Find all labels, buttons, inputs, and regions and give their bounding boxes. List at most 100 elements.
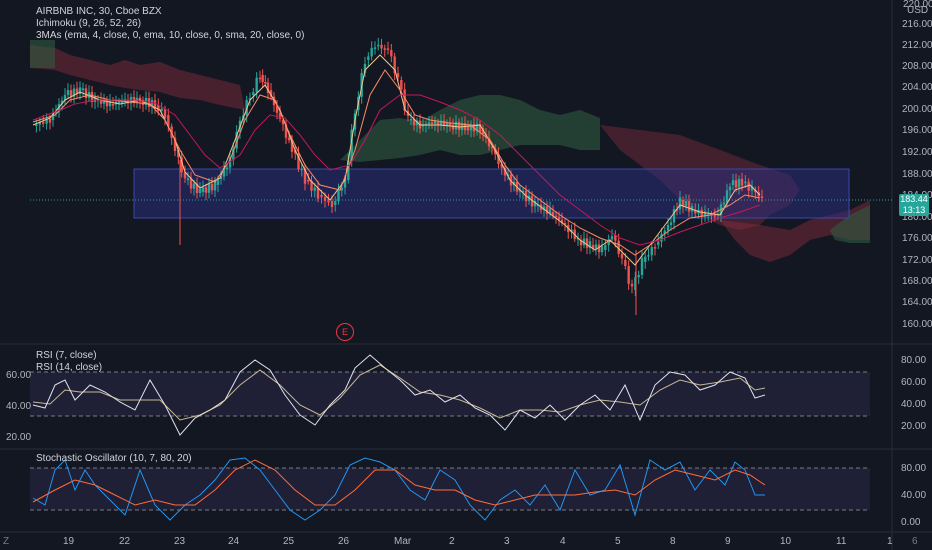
- candle-body: [189, 178, 193, 189]
- rsi-right-label: 60.00: [901, 377, 927, 388]
- candle-body: [481, 128, 485, 135]
- candle-body: [521, 190, 525, 193]
- candle-body: [454, 121, 458, 130]
- candle-body: [99, 99, 103, 104]
- candle-body: [195, 183, 199, 194]
- ichimoku-cloud: [30, 40, 870, 262]
- candle-body: [222, 167, 226, 177]
- rsi-right-label: 20.00: [901, 421, 927, 432]
- candle-body: [630, 283, 634, 287]
- candle-body: [412, 118, 416, 126]
- candle-body: [201, 187, 205, 192]
- candle-body: [607, 239, 610, 246]
- candle-body: [475, 123, 479, 132]
- candle-body: [734, 180, 738, 188]
- candle-body: [320, 195, 323, 198]
- candle-body: [102, 99, 106, 104]
- candle-body: [60, 100, 64, 104]
- candle-body: [105, 99, 109, 107]
- candle-body: [421, 124, 425, 127]
- candle-body: [153, 100, 157, 109]
- candle-body: [72, 88, 76, 97]
- time-axis-label: 5: [615, 536, 621, 547]
- candle-body: [740, 178, 744, 186]
- candle-body: [700, 209, 703, 217]
- candle-body: [183, 172, 187, 179]
- symbol-title[interactable]: AIRBNB INC, 30, Cboe BZX: [36, 6, 162, 17]
- candle-body: [51, 112, 55, 120]
- candle-body: [235, 132, 238, 149]
- candle-body: [494, 150, 497, 155]
- rsi-left-label: 40.00: [6, 401, 32, 412]
- ichimoku-legend[interactable]: Ichimoku (9, 26, 52, 26): [36, 18, 142, 29]
- candle-body: [591, 245, 595, 249]
- candle-body: [585, 238, 589, 248]
- candle-body: [678, 197, 682, 210]
- earnings-icon[interactable]: E: [336, 323, 354, 341]
- candle-body: [330, 201, 334, 207]
- candle-body: [340, 187, 343, 191]
- candle-body: [281, 120, 285, 125]
- candle-body: [545, 206, 549, 214]
- candle-body: [731, 180, 735, 185]
- mas-legend[interactable]: 3MAs (ema, 4, close, 0, ema, 10, close, …: [36, 30, 305, 41]
- candle-body: [490, 146, 494, 148]
- ema-10-line: [32, 69, 761, 256]
- candle-body: [710, 214, 713, 216]
- candle-body: [660, 233, 663, 242]
- candle-body: [754, 190, 757, 193]
- candle-body: [634, 277, 637, 290]
- candle-body: [278, 112, 282, 120]
- candle-body: [557, 216, 561, 220]
- candle-body: [35, 124, 38, 127]
- candle-body: [120, 101, 124, 103]
- candle-body: [69, 90, 73, 97]
- time-axis-label: 25: [283, 536, 295, 547]
- stoch-band: [30, 468, 870, 510]
- rsi14-legend[interactable]: RSI (14, close): [36, 362, 103, 373]
- candle-body: [294, 150, 297, 154]
- candle-body: [750, 186, 754, 191]
- candle-body: [373, 47, 377, 49]
- candle-body: [42, 121, 45, 124]
- candle-body: [81, 88, 85, 90]
- candle-body: [396, 73, 400, 78]
- candle-body: [445, 122, 449, 126]
- candle-body: [650, 247, 653, 256]
- rsi-right-label: 80.00: [901, 355, 927, 366]
- candle-body: [180, 157, 183, 173]
- price-axis-label: 204.00: [902, 82, 932, 93]
- candle-body: [681, 200, 685, 207]
- candle-body: [380, 44, 383, 49]
- zoom-corner-icon[interactable]: Z: [3, 536, 10, 547]
- candle-body: [554, 215, 558, 218]
- settings-corner-icon[interactable]: 6: [912, 536, 918, 547]
- candle-body: [173, 137, 177, 152]
- rsi-right-label: 40.00: [901, 399, 927, 410]
- sma-20-line: [32, 94, 761, 246]
- time-axis-label: 24: [228, 536, 240, 547]
- candle-body: [560, 219, 564, 224]
- stoch-d-line: [32, 459, 766, 506]
- candle-body: [725, 190, 729, 203]
- rsi-7-line: [32, 354, 766, 436]
- stoch-legend[interactable]: Stochastic Oscillator (10, 7, 80, 20): [36, 453, 192, 464]
- candle-body: [66, 90, 70, 95]
- candle-body: [600, 246, 604, 253]
- time-axis-label: 11: [836, 536, 847, 547]
- price-axis-label: 168.00: [902, 276, 932, 287]
- candle-body: [597, 244, 601, 253]
- candle-body: [307, 180, 310, 182]
- rsi7-legend[interactable]: RSI (7, close): [36, 350, 97, 361]
- candle-body: [744, 181, 747, 184]
- time-axis-label: 9: [725, 536, 731, 547]
- candle-body: [617, 240, 620, 254]
- candle-body: [457, 121, 461, 130]
- candle-body: [439, 120, 443, 126]
- price-axis-top: 220.00: [903, 0, 932, 10]
- candle-body: [433, 120, 437, 124]
- candle-body: [198, 188, 202, 194]
- candle-body: [111, 104, 115, 106]
- candle-body: [448, 122, 452, 126]
